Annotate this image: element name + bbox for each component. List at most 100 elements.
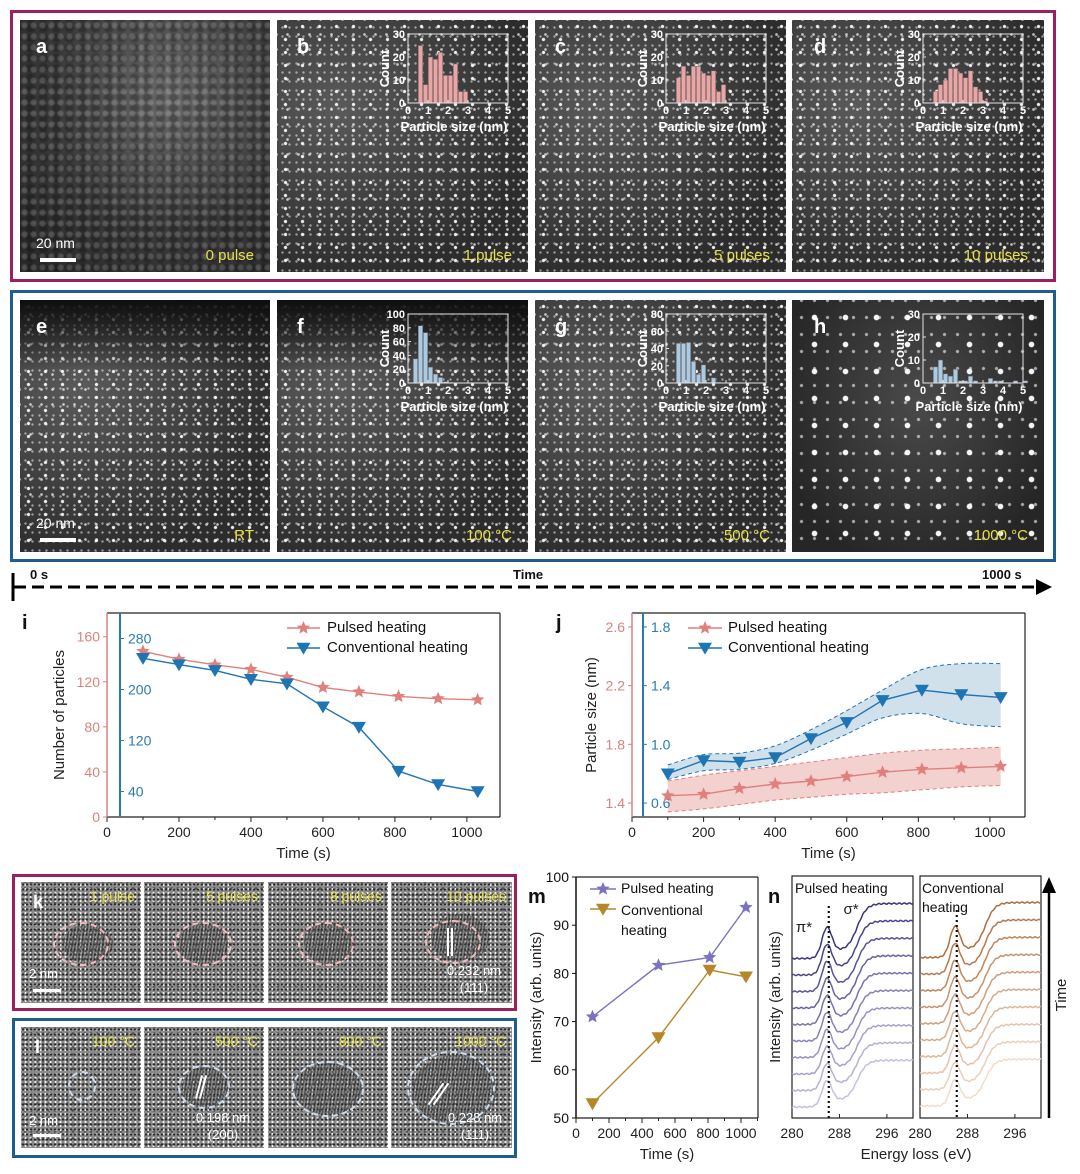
x-tick-label: 4 (1000, 385, 1007, 397)
data-point (840, 769, 854, 783)
y-axis-label: Count (377, 49, 392, 87)
histogram-bar (943, 79, 948, 104)
pi-star-label: π* (796, 919, 812, 936)
data-point (732, 756, 747, 769)
spectrum-curve (791, 936, 914, 993)
y-tick-label: 2.6 (606, 619, 626, 635)
x-tick-label: 280 (908, 1125, 932, 1141)
x-tick-label: 600 (311, 824, 335, 840)
lattice-spacing-annotation: 0.232 nm (111) (439, 962, 509, 996)
histogram-bar (988, 378, 993, 384)
spectrum-curve (791, 902, 914, 960)
lattice-spacing: 0.198 nm (195, 1110, 251, 1125)
y-tick-label: 30 (908, 309, 920, 321)
temperature-label: RT (234, 527, 254, 544)
y-tick-label: 30 (651, 29, 663, 41)
lattice-spacing: 0.228 nm (447, 1110, 503, 1125)
y-tick-label: 0 (657, 98, 663, 110)
x-tick-label: 4 (743, 385, 750, 397)
legend-marker-icon (698, 621, 712, 634)
x-tick-label: 4 (1000, 105, 1007, 117)
histogram-frame (922, 33, 1024, 104)
lattice-fringe-marker (451, 928, 453, 956)
x-tick-label: 5 (505, 385, 511, 397)
y-tick-label: 20 (651, 361, 663, 373)
x-tick-label: 0 (663, 385, 669, 397)
x-axis-label: Particle size (nm) (916, 119, 1023, 134)
y-tick-label: 100 (387, 309, 405, 321)
stem-image-f: f 0 1 2 3 4 5 0 20 40 60 80 100 Particle size (nm) Co… (277, 300, 528, 552)
histogram-bar (948, 68, 953, 104)
data-point (279, 678, 294, 691)
y-tick-label: 80 (393, 323, 405, 335)
histogram-bar (968, 375, 973, 384)
x-tick-label: 400 (630, 1125, 654, 1141)
scale-bar-label: 20 nm (36, 515, 75, 531)
x-tick-label: 5 (763, 105, 769, 117)
spectrum-curve (919, 918, 1042, 976)
x-tick-label: 600 (835, 824, 859, 840)
data-point (915, 762, 929, 775)
data-point (244, 662, 258, 675)
pulse-count-label: 1 pulse (463, 247, 512, 264)
spectrum-curve (919, 1022, 1042, 1075)
band-lower-edge (667, 784, 1001, 813)
legend-conventional-heating-i: Conventional heating (327, 639, 468, 656)
x-tick-label: 400 (763, 824, 787, 840)
y-axis-label: Intensity (arb. units) (528, 932, 545, 1064)
histogram-bar (458, 91, 463, 104)
y-tick-label: 120 (77, 674, 101, 690)
histogram-bar (453, 63, 458, 104)
spectrum-curve (791, 1023, 914, 1076)
plot-frame (791, 875, 914, 1119)
histogram-bar (706, 75, 711, 104)
data-point (702, 964, 717, 977)
histogram-bar (413, 358, 418, 384)
data-point (431, 691, 445, 705)
data-point (391, 689, 406, 703)
histogram-bar (676, 343, 681, 384)
x-tick-label: 296 (875, 1125, 899, 1141)
pulse-count-label: 8 pulses (329, 888, 382, 904)
y-tick-label: 90 (553, 917, 569, 933)
data-point (875, 765, 890, 778)
x-tick-label: 400 (239, 824, 263, 840)
histogram-bar (438, 377, 443, 384)
y-tick-label: 0 (92, 809, 100, 825)
panel-letter: c (555, 36, 567, 58)
y-tick-label: 60 (393, 337, 405, 349)
panel-letter: e (36, 316, 48, 338)
y-axis-label: Count (635, 49, 650, 87)
histogram-bar (701, 364, 706, 384)
scale-bar (33, 1134, 61, 1137)
data-point (171, 659, 186, 672)
stem-image-c: c 0 1 2 3 4 5 0 10 20 30 Particle size (nm) Count 5… (535, 20, 786, 272)
data-point (315, 701, 330, 714)
x-tick-label: 5 (505, 105, 511, 117)
y-tick-label: 10 (393, 75, 405, 87)
particle-outline (407, 1051, 495, 1125)
y-tick-label: 20 (908, 52, 920, 64)
y-tick-label: 60 (651, 326, 663, 338)
histogram-bar (681, 65, 686, 104)
histogram-frame (922, 313, 1024, 384)
y2-tick-label: 1.0 (651, 736, 671, 752)
y-axis-label: Particle size (nm) (583, 657, 600, 773)
data-point (994, 759, 1008, 772)
stem-image-h: h 0 1 2 3 4 5 0 10 20 30 Particle size (nm) Count 1… (792, 300, 1044, 552)
panel-letter-j: j (556, 612, 562, 634)
data-point (135, 653, 150, 665)
x-tick-label: 800 (907, 824, 931, 840)
panel-letter-i: i (22, 612, 28, 634)
data-point (136, 644, 150, 657)
temperature-label: 100 °C (465, 527, 512, 544)
arrowhead-icon (1036, 579, 1052, 595)
x-axis-label: Time (s) (276, 845, 330, 862)
series-line-0 (667, 765, 1001, 797)
y-tick-label: 80 (553, 965, 569, 981)
histogram-bar (1023, 380, 1028, 384)
histogram-bar (438, 52, 443, 104)
histogram-bar (676, 77, 681, 104)
